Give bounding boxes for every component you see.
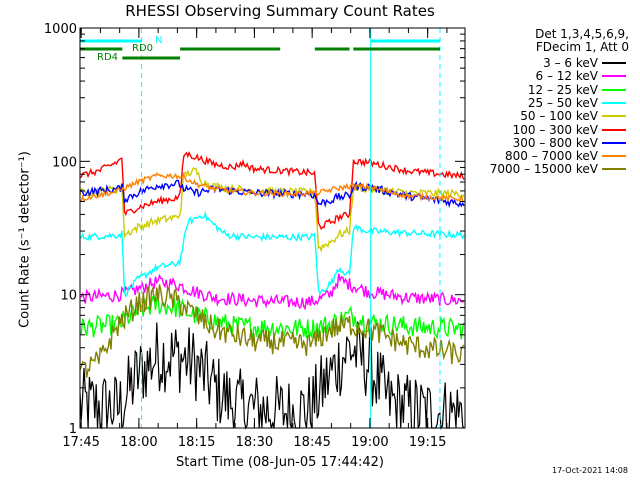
x-axis-label: Start Time (08-Jun-05 17:44:42)	[176, 455, 384, 470]
legend-item-6: 100 – 300 keV	[470, 122, 630, 137]
footer-date: 17-Oct-2021 14:08	[552, 466, 628, 475]
legend-swatch	[602, 88, 626, 91]
chart-title: RHESSI Observing Summary Count Rates	[125, 2, 435, 20]
y-tick-label: 1	[69, 422, 77, 437]
x-tick-label: 18:30	[236, 435, 273, 450]
series-line-6	[79, 151, 465, 231]
y-tick-label: 10	[60, 289, 77, 304]
plot-frame	[79, 27, 466, 429]
legend-swatch	[602, 101, 626, 104]
legend-header: Det 1,3,4,5,6,9, FDecim 1, Att 0	[486, 28, 629, 54]
legend-item-2: 6 – 12 keV	[470, 69, 630, 84]
legend-swatch	[602, 115, 626, 118]
series-line-2	[79, 273, 465, 311]
y-tick-label: 100	[52, 155, 77, 170]
x-tick-label: 19:00	[351, 435, 388, 450]
legend-label: 3 – 6 keV	[543, 56, 598, 70]
legend-item-3: 12 – 25 keV	[470, 82, 630, 97]
x-tick-label: 17:45	[62, 435, 99, 450]
legend-label: 50 – 100 keV	[520, 109, 598, 124]
legend-item-8: 800 – 7000 keV	[470, 149, 630, 164]
legend-label: 7000 – 15000 keV	[489, 162, 598, 177]
legend-swatch	[602, 155, 626, 158]
legend-swatch	[602, 62, 626, 64]
legend-label: 25 – 50 keV	[527, 95, 598, 110]
x-tick-label: 19:15	[409, 435, 446, 450]
legend-item-4: 25 – 50 keV	[470, 95, 630, 110]
legend-label: 12 – 25 keV	[527, 82, 598, 97]
legend-swatch	[602, 141, 626, 144]
flag-label-n: N	[155, 35, 162, 46]
legend-swatch	[602, 168, 626, 171]
legend-item-5: 50 – 100 keV	[470, 109, 630, 124]
series-line-1	[79, 320, 465, 430]
flag-label-rd0: RD0	[132, 43, 153, 54]
series-line-4	[79, 210, 465, 298]
legend-item-7: 300 – 800 keV	[470, 135, 630, 150]
series-line-9	[79, 284, 465, 378]
flag-label-rd4: RD4	[97, 52, 118, 63]
legend-item-9: 7000 – 15000 keV	[470, 162, 630, 177]
x-tick-label: 18:15	[178, 435, 215, 450]
legend-label: 100 – 300 keV	[512, 122, 598, 137]
y-axis-label: Count Rate (s⁻¹ detector⁻¹)	[17, 151, 33, 328]
legend-swatch	[602, 128, 626, 131]
legend-label: 300 – 800 keV	[512, 135, 598, 150]
x-tick-label: 18:45	[293, 435, 330, 450]
legend-label: 6 – 12 keV	[535, 69, 598, 84]
x-tick-label: 18:00	[120, 435, 157, 450]
legend-header-line-1: Det 1,3,4,5,6,9,	[535, 27, 629, 41]
legend-label: 800 – 7000 keV	[505, 149, 598, 164]
legend-header-line-2: FDecim 1, Att 0	[535, 40, 629, 54]
y-tick-label: 1000	[44, 22, 77, 37]
series-line-7	[79, 179, 465, 209]
series-line-8	[79, 171, 465, 203]
legend-item-1: 3 – 6 keV	[470, 56, 630, 70]
legend-swatch	[602, 75, 626, 78]
